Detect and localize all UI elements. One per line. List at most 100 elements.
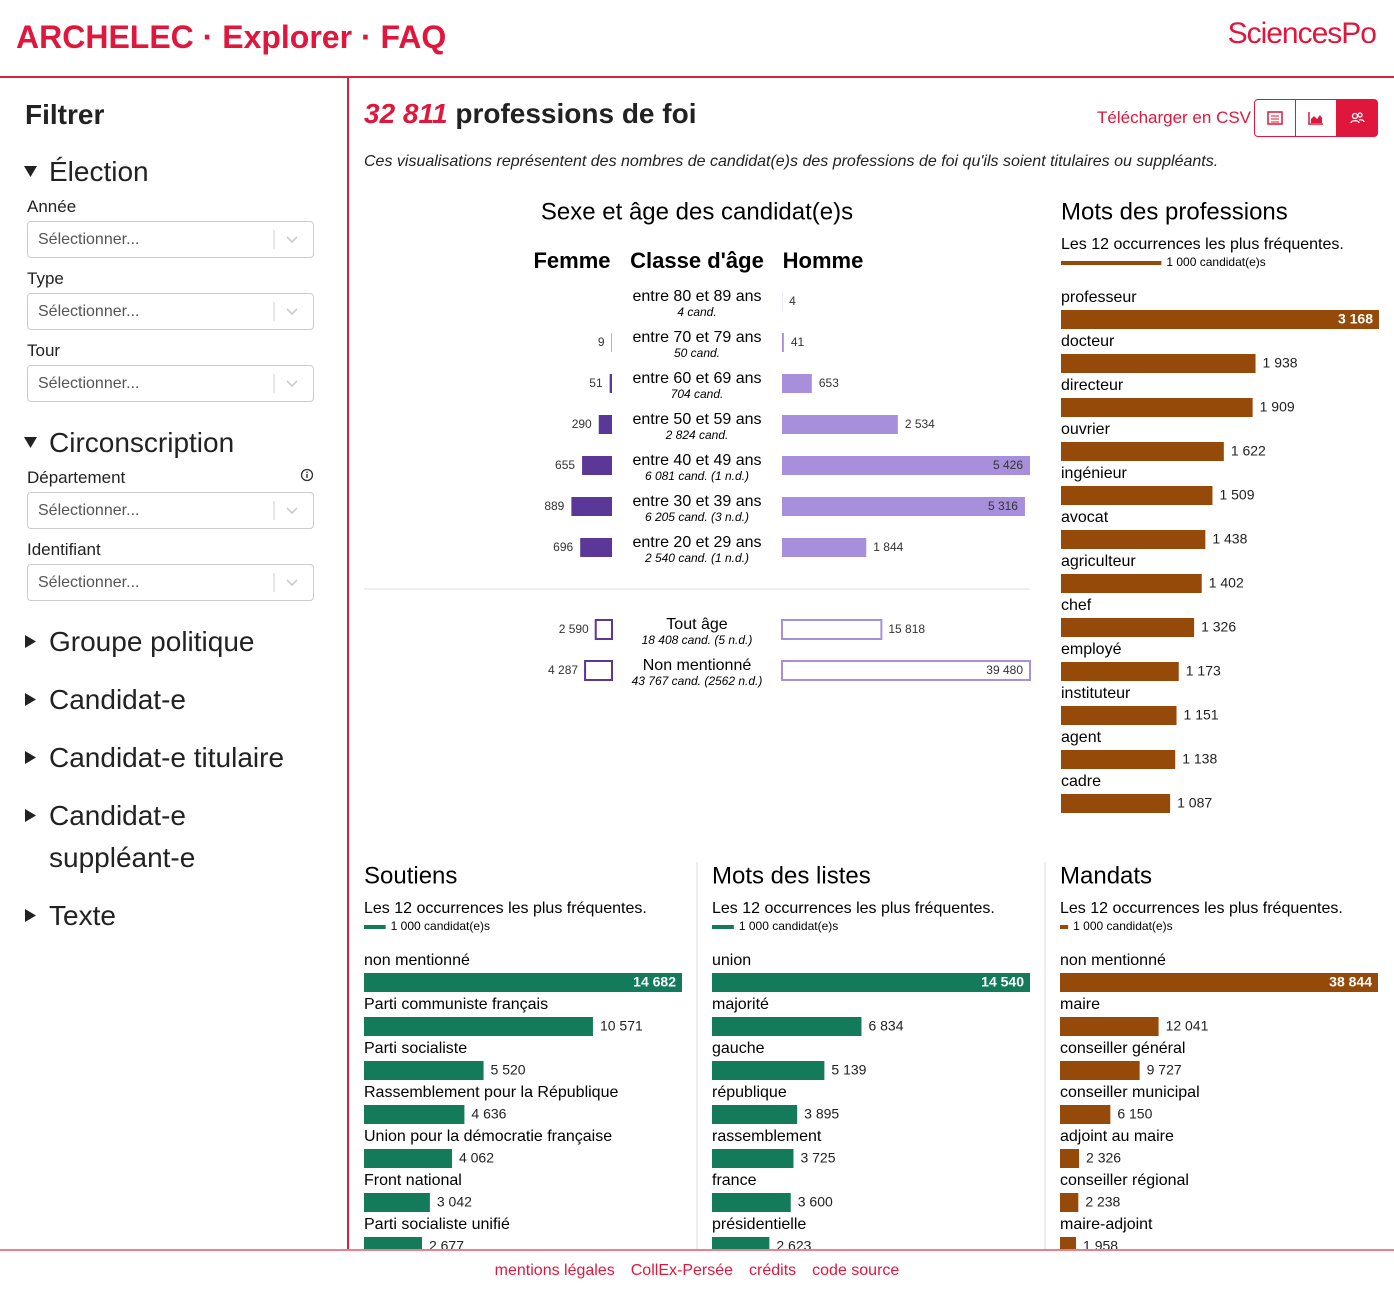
people-view-button[interactable] <box>1336 99 1378 137</box>
femme-bar <box>571 497 612 516</box>
row-sub: 6 081 cand. (1 n.d.) <box>645 469 749 483</box>
femme-bar <box>582 456 612 475</box>
value-label: 12 041 <box>1166 1018 1209 1034</box>
value-label: 39 480 <box>986 663 1023 677</box>
value-label: 1 844 <box>873 540 903 554</box>
bar <box>712 1193 791 1212</box>
chart-title: Mots des professions <box>1061 198 1288 225</box>
value-label: 290 <box>572 417 592 431</box>
value-label: 41 <box>791 335 805 349</box>
value-label: 2 677 <box>429 1238 464 1249</box>
value-label: 1 438 <box>1212 531 1247 547</box>
footer-link[interactable]: crédits <box>749 1262 797 1279</box>
bar <box>364 1017 593 1036</box>
label-text: Tour <box>27 341 61 360</box>
section-toggle[interactable]: Circonscription <box>24 422 324 464</box>
section-toggle[interactable]: Candidat-e suppléant-e <box>24 795 324 879</box>
category-label: conseiller général <box>1060 1040 1185 1057</box>
section-toggle[interactable]: Élection <box>24 151 324 193</box>
column-header: Homme <box>783 248 864 273</box>
section-toggle[interactable]: Texte <box>24 895 324 937</box>
chart-title: Mandats <box>1060 862 1152 889</box>
section-toggle[interactable]: Candidat-e titulaire <box>24 737 324 779</box>
category-label: adjoint au maire <box>1060 1128 1174 1145</box>
value-label: 14 540 <box>981 974 1024 990</box>
filter-section: Candidat-e <box>24 679 324 721</box>
value-label: 2 326 <box>1086 1150 1121 1166</box>
row-label: entre 60 et 69 ans <box>633 370 762 387</box>
footer-link[interactable]: CollEx-Persée <box>630 1262 734 1279</box>
value-label: 6 834 <box>868 1018 903 1034</box>
value-label: 4 287 <box>548 663 578 677</box>
value-label: 5 316 <box>988 499 1018 513</box>
row-sub: 2 540 cand. (1 n.d.) <box>644 551 749 565</box>
value-label: 1 138 <box>1182 751 1217 767</box>
toggle-icon <box>25 809 36 822</box>
section-title: Candidat-e titulaire <box>49 742 285 773</box>
footer-link[interactable]: code source <box>812 1262 900 1279</box>
select[interactable]: Sélectionner... <box>27 293 314 330</box>
bar <box>364 973 682 992</box>
category-label: non mentionné <box>364 952 470 969</box>
bar <box>1061 486 1213 505</box>
csv-link[interactable]: Télécharger en CSV <box>1097 108 1252 127</box>
bar <box>712 1237 770 1249</box>
category-label: union <box>712 952 751 969</box>
info-icon[interactable] <box>300 468 314 482</box>
footer-link[interactable]: mentions légales <box>494 1262 615 1279</box>
charts: Sexe et âge des candidat(e)s Femme Classe … <box>364 198 1379 1249</box>
row-label: entre 80 et 89 ans <box>633 288 762 305</box>
value-label: 655 <box>555 458 575 472</box>
section-title: Texte <box>49 900 116 931</box>
select[interactable]: Sélectionner... <box>27 365 314 402</box>
select[interactable]: Sélectionner... <box>27 492 314 529</box>
section-toggle[interactable]: Groupe politique <box>24 621 324 663</box>
filter-section: Circonscription Département Sélectionner..… <box>24 422 324 601</box>
category-label: directeur <box>1061 377 1124 394</box>
select[interactable]: Sélectionner... <box>27 564 314 601</box>
category-label: Front national <box>364 1172 462 1189</box>
select-indicator <box>273 573 298 592</box>
value-label: 3 600 <box>798 1194 833 1210</box>
chart-subtitle: Les 12 occurrences les plus fréquentes. <box>364 900 647 917</box>
toggle-icon <box>25 751 36 764</box>
row-sub: 6 205 cand. (3 n.d.) <box>645 510 749 524</box>
filter-section: Candidat-e titulaire <box>24 737 324 779</box>
row-label: entre 50 et 59 ans <box>633 411 762 428</box>
toggle-icon <box>25 909 36 922</box>
row-sub: 18 408 cand. (5 n.d.) <box>642 633 753 647</box>
bar <box>1061 530 1206 549</box>
category-label: professeur <box>1061 289 1137 306</box>
homme-bar <box>782 497 1025 516</box>
row-label: Non mentionné <box>643 657 752 674</box>
row-sub: 50 cand. <box>674 346 720 360</box>
chart-title: Soutiens <box>364 862 457 889</box>
bar <box>1061 706 1177 725</box>
value-label: 4 <box>789 294 796 308</box>
label-text: Année <box>27 197 77 216</box>
legend-scale <box>1060 925 1069 929</box>
select[interactable]: Sélectionner... <box>27 221 314 258</box>
homme-bar <box>782 374 812 393</box>
value-label: 5 139 <box>831 1062 866 1078</box>
category-label: non mentionné <box>1060 952 1166 969</box>
section-toggle[interactable]: Candidat-e <box>24 679 324 721</box>
label-text: Département <box>27 468 126 487</box>
value-label: 14 682 <box>633 974 676 990</box>
label-text: Type <box>27 269 64 288</box>
placeholder: Sélectionner... <box>38 230 140 248</box>
legend-label: 1 000 candidat(e)s <box>391 919 490 933</box>
site-title[interactable]: ARCHELEC · Explorer · FAQ <box>16 19 447 55</box>
column-header: Classe d'âge <box>630 248 764 273</box>
logo[interactable]: SciencesPo <box>1227 17 1377 50</box>
placeholder: Sélectionner... <box>38 573 140 591</box>
bar <box>1060 973 1378 992</box>
femme-bar <box>594 619 613 640</box>
toggle-icon <box>25 693 36 706</box>
category-label: chef <box>1061 597 1092 614</box>
value-label: 3 042 <box>437 1194 472 1210</box>
bar <box>712 1105 798 1124</box>
bar <box>1060 1061 1140 1080</box>
bar <box>1060 1017 1159 1036</box>
